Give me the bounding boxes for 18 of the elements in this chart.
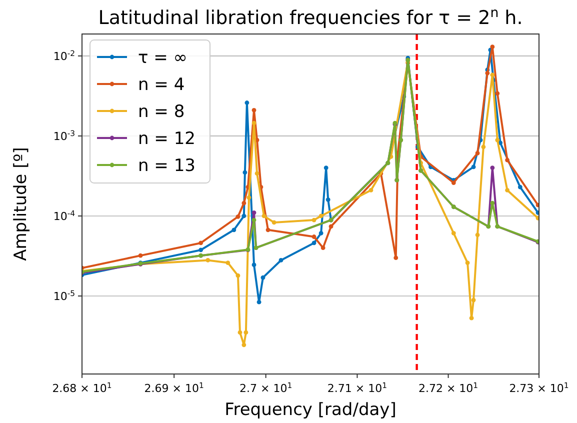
y-tick-label: 10$^{-4}$ — [53, 208, 76, 223]
x-tick-label: 2.7 × 10$^{1}$ — [240, 380, 292, 395]
x-tick-label: 2.71 × 10$^{1}$ — [327, 380, 388, 395]
x-tick-label: 2.72 × 10$^{1}$ — [418, 380, 478, 395]
x-tick-label: 2.68 × 10$^{1}$ — [52, 380, 112, 395]
legend-label: n = 8 — [138, 102, 185, 122]
legend-label: n = 4 — [138, 75, 185, 95]
chart-title: Latitudinal libration frequencies for τ = 2$^{n}$ h. — [98, 6, 523, 29]
x-tick-label: 2.69 × 10$^{1}$ — [144, 380, 204, 395]
legend-label: n = 13 — [138, 156, 196, 176]
x-axis-title: Frequency [rad/day] — [224, 400, 396, 420]
y-tick-label: 10$^{-3}$ — [53, 128, 76, 143]
legend-label: τ = ∞ — [138, 48, 188, 68]
x-tick-label: 2.73 × 10$^{1}$ — [509, 380, 569, 395]
y-tick-label: 10$^{-2}$ — [53, 48, 76, 63]
y-tick-label: 10$^{-5}$ — [53, 288, 76, 304]
y-axis-title: Amplitude [º] — [11, 147, 31, 261]
legend-label: n = 12 — [138, 129, 196, 149]
